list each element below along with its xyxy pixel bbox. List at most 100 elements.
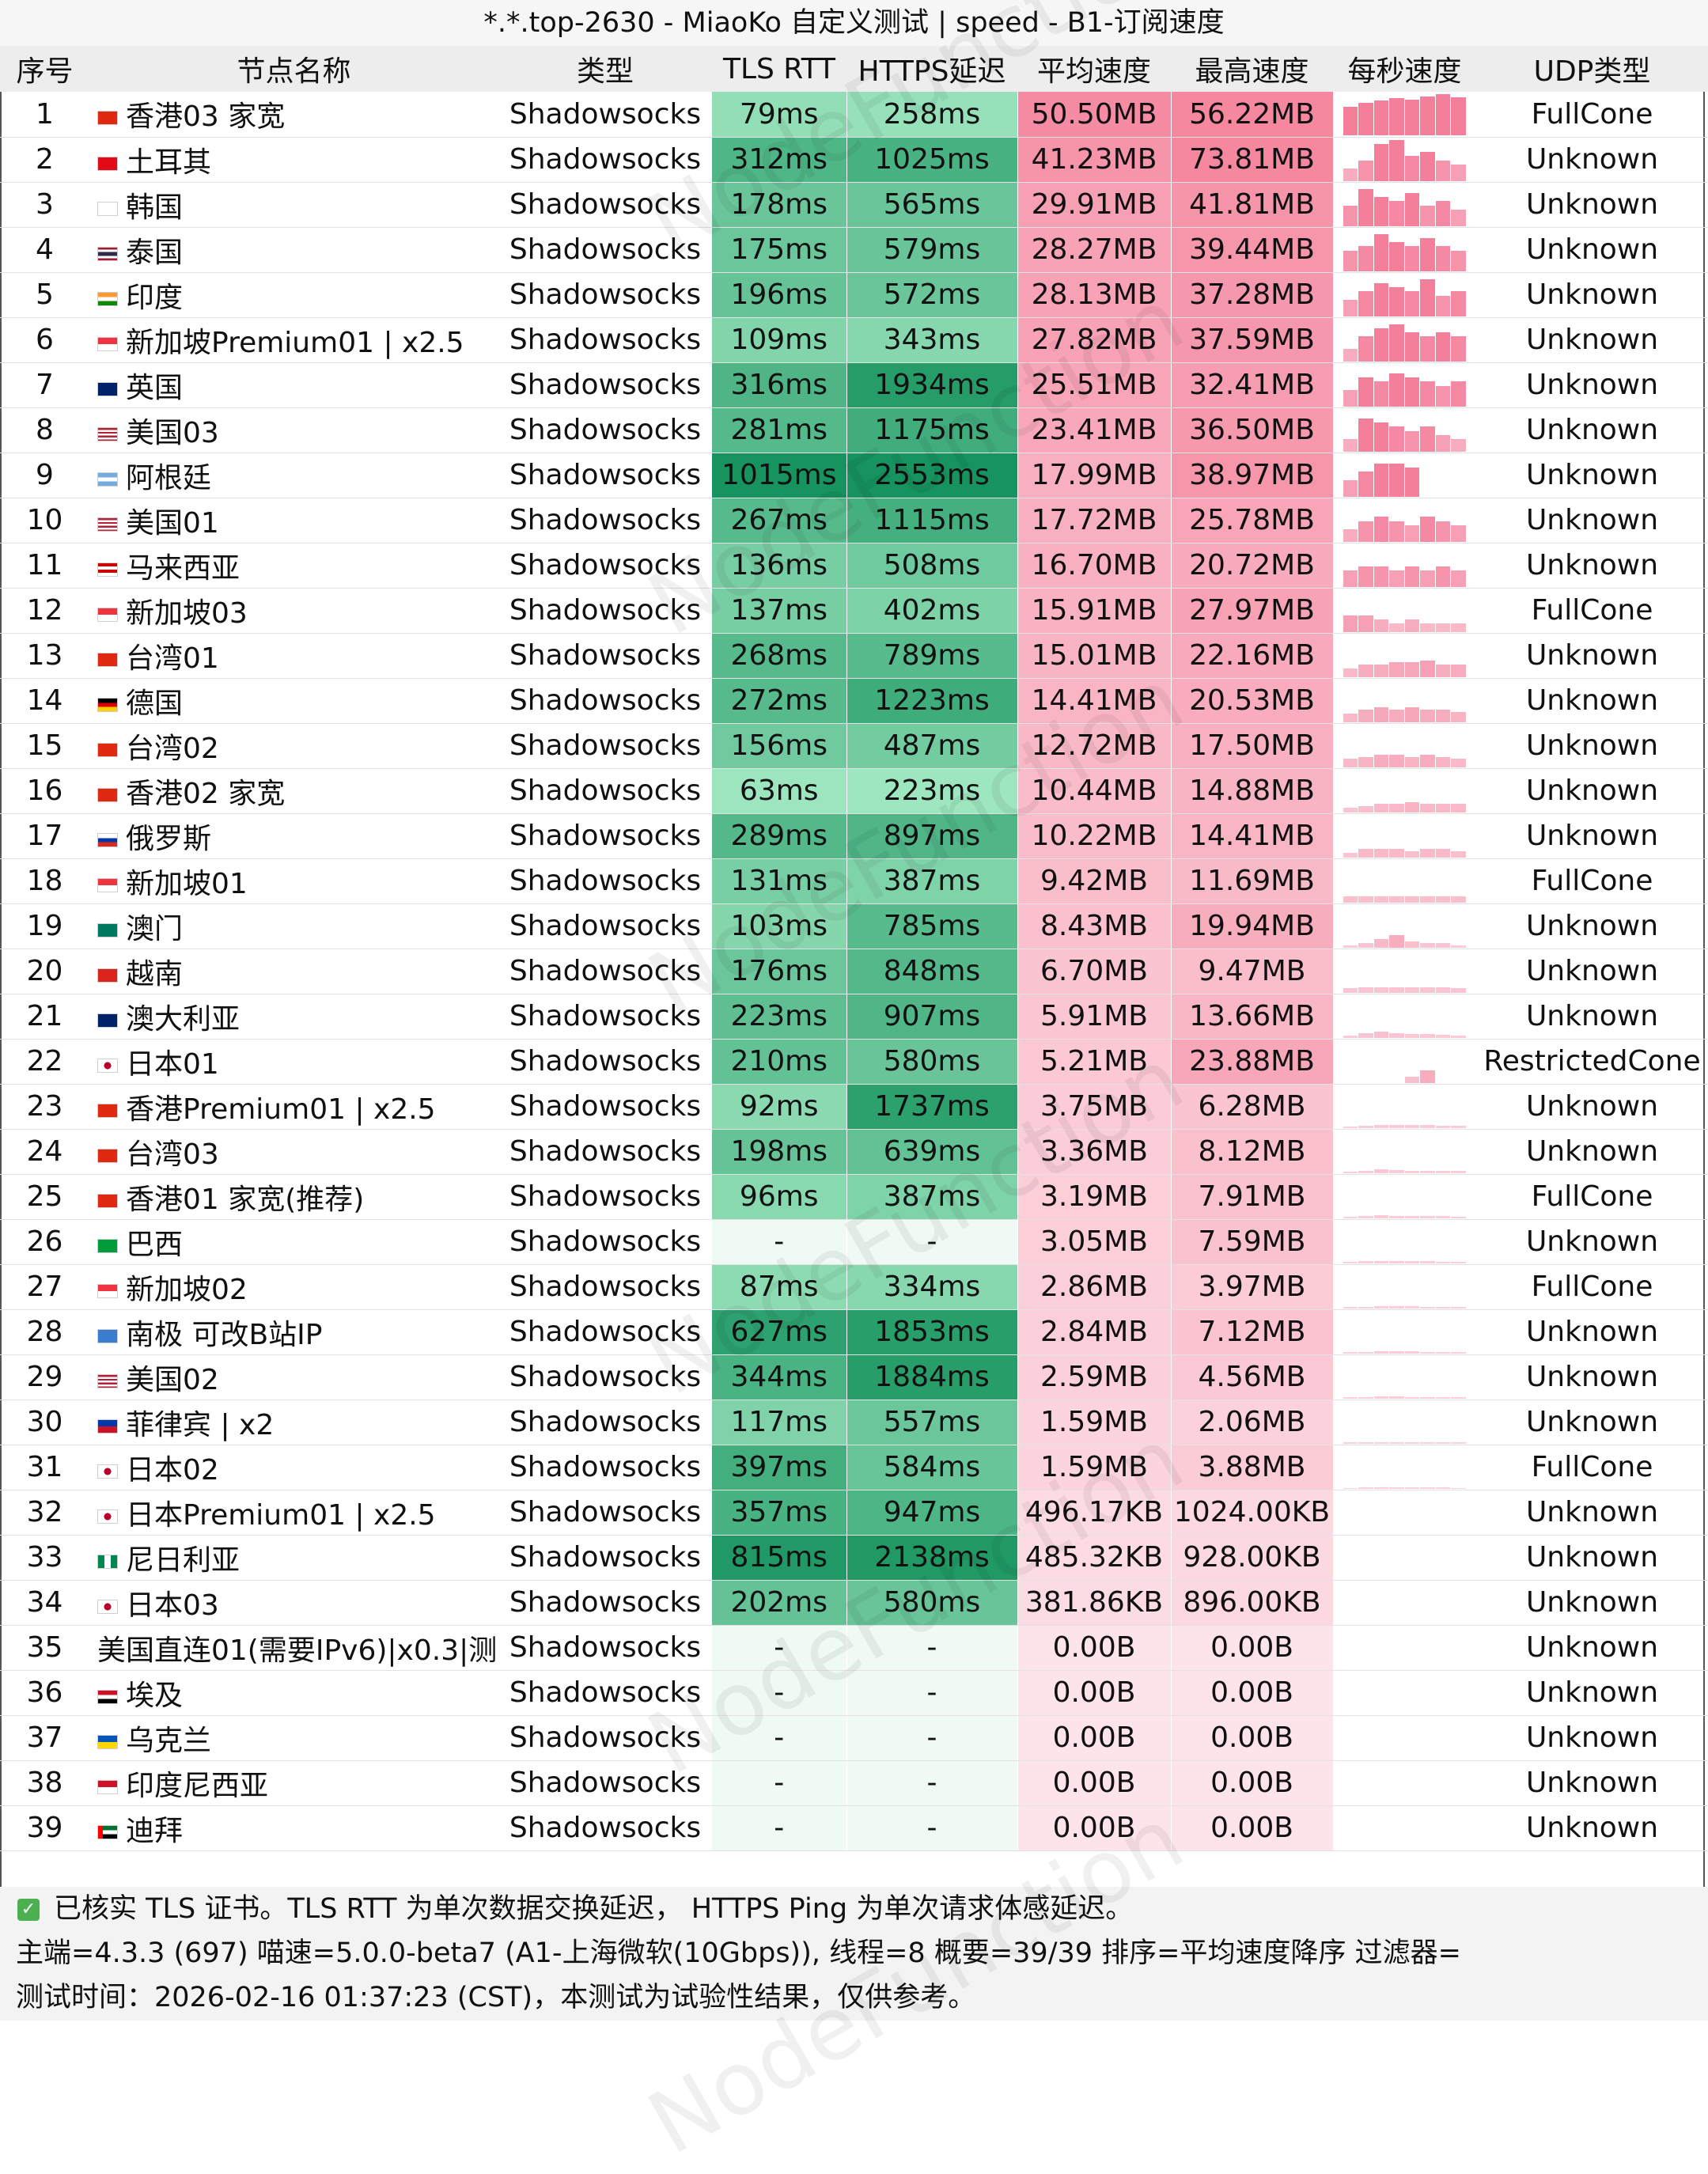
table-row[interactable]: 27 新加坡02 Shadowsocks 87ms 334ms 2.86MB 3.97MB F… (0, 1264, 1708, 1310)
table-row[interactable]: 32 日本Premium01 | x2.5 Shadowsocks 357ms 947m… (0, 1490, 1708, 1536)
node-name-label: 泰国 (126, 236, 184, 269)
col-header-udp[interactable]: UDP类型 (1476, 46, 1708, 92)
cell-avg-speed: 3.19MB (1017, 1174, 1172, 1220)
table-row[interactable]: 37 乌克兰 Shadowsocks - -0.00B 0.00B Unknown (0, 1715, 1708, 1761)
cell-type: Shadowsocks (498, 1174, 712, 1220)
spark-bar (1451, 1442, 1466, 1444)
table-row[interactable]: 5 印度 Shadowsocks 196ms 572ms 28.13MB 37.28MB Un… (0, 272, 1708, 318)
cell-max-speed: 4.56MB (1171, 1354, 1334, 1400)
table-row[interactable]: 1 香港03 家宽 Shadowsocks 79ms 258ms 50.50MB 56.22… (0, 92, 1708, 138)
table-row[interactable]: 10 美国01 Shadowsocks 267ms 1115ms 17.72MB 25.78… (0, 498, 1708, 544)
table-row[interactable]: 13 台湾01 Shadowsocks 268ms 789ms 15.01MB 22.16M… (0, 633, 1708, 679)
spark-bar (1404, 1076, 1420, 1083)
table-row[interactable]: 12 新加坡03 Shadowsocks 137ms 402ms 15.91MB 27.97… (0, 588, 1708, 634)
cell-udp-type: Unknown (1476, 1219, 1708, 1265)
table-row[interactable]: 29 美国02 Shadowsocks 344ms 1884ms 2.59MB 4.56MB… (0, 1354, 1708, 1400)
cell-udp-type: FullCone (1476, 1174, 1708, 1220)
spark-bar (1420, 987, 1435, 993)
flag-hk-icon (97, 787, 118, 802)
table-row[interactable]: 9 阿根廷 Shadowsocks 1015ms 2553ms 17.99MB 38.97M… (0, 453, 1708, 498)
cell-https-latency: 1884ms (846, 1354, 1018, 1400)
table-row[interactable]: 21 澳大利亚 Shadowsocks 223ms 907ms 5.91MB 13.66MB… (0, 994, 1708, 1040)
table-row[interactable]: 7 英国 Shadowsocks 316ms 1934ms 25.51MB 32.41MB U… (0, 362, 1708, 408)
table-row[interactable]: 8 美国03 Shadowsocks 281ms 1175ms 23.41MB 36.50M… (0, 407, 1708, 453)
flag-ru-icon (97, 832, 118, 847)
table-row[interactable]: 39 迪拜 Shadowsocks - -0.00B 0.00B Unknown (0, 1805, 1708, 1851)
spark-bar (1358, 987, 1373, 993)
node-name-label: 尼日利亚 (126, 1543, 240, 1577)
cell-https-latency: 334ms (846, 1264, 1018, 1310)
cell-index: 22 (0, 1039, 89, 1085)
spark-bar (1420, 1396, 1435, 1399)
cell-node-name: 台湾02 (89, 723, 498, 769)
table-row[interactable]: 2 土耳其 Shadowsocks 312ms 1025ms 41.23MB 73.81MB… (0, 137, 1708, 183)
table-row[interactable]: 16 香港02 家宽 Shadowsocks 63ms 223ms 10.44MB 14.8… (0, 768, 1708, 814)
table-row[interactable]: 25 香港01 家宽(推荐) Shadowsocks 96ms 387ms 3.19MB 7… (0, 1174, 1708, 1220)
spark-bar (1358, 1216, 1373, 1218)
col-header-tls-rtt[interactable]: TLS RTT (712, 46, 846, 92)
table-row[interactable]: 31 日本02 Shadowsocks 397ms 584ms 1.59MB 3.88MB F… (0, 1445, 1708, 1490)
table-row[interactable]: 3 韩国 Shadowsocks 178ms 565ms 29.91MB 41.81MB Un… (0, 182, 1708, 228)
table-row[interactable]: 22 日本01 Shadowsocks 210ms 580ms 5.21MB 23.88MB… (0, 1039, 1708, 1085)
table-row[interactable]: 19 澳门 Shadowsocks 103ms 785ms 8.43MB 19.94MB Un… (0, 903, 1708, 949)
table-row[interactable]: 11 马来西亚 Shadowsocks 136ms 508ms 16.70MB 20.72M… (0, 543, 1708, 589)
cell-avg-speed: 10.22MB (1017, 813, 1172, 859)
cell-index: 25 (0, 1174, 89, 1220)
spark-bar (1343, 1262, 1358, 1263)
table-row[interactable]: 14 德国 Shadowsocks 272ms 1223ms 14.41MB 20.53MB… (0, 678, 1708, 724)
table-row[interactable]: 4 泰国 Shadowsocks 175ms 579ms 28.27MB 39.44MB Un… (0, 227, 1708, 273)
cell-per-second-speed (1333, 498, 1476, 544)
cell-udp-type: Unknown (1476, 317, 1708, 363)
node-name-label: 日本02 (126, 1453, 219, 1487)
cell-https-latency: 947ms (846, 1490, 1018, 1536)
flag-hk-icon (97, 111, 118, 126)
table-row[interactable]: 38 印度尼西亚 Shadowsocks - -0.00B 0.00B Unknown (0, 1760, 1708, 1806)
table-row[interactable]: 33 尼日利亚 Shadowsocks 815ms 2138ms 485.32KB 928.… (0, 1535, 1708, 1581)
cell-node-name: 香港Premium01 | x2.5 (89, 1084, 498, 1130)
cell-tls-rtt: 210ms (712, 1039, 847, 1085)
table-row[interactable]: 35 美国直连01(需要IPv6)|x0.3|测试 Shadowsocks - -0.0… (0, 1625, 1708, 1671)
table-row[interactable]: 23 香港Premium01 | x2.5 Shadowsocks 92ms 1737m… (0, 1084, 1708, 1130)
table-row[interactable]: 20 越南 Shadowsocks 176ms 848ms 6.70MB 9.47MB Unk… (0, 949, 1708, 994)
spark-bar (1435, 943, 1451, 948)
table-row[interactable]: 15 台湾02 Shadowsocks 156ms 487ms 12.72MB 17.50M… (0, 723, 1708, 769)
table-row[interactable]: 28 南极 可改B站IP Shadowsocks 627ms 1853ms 2.84MB 7… (0, 1309, 1708, 1355)
spark-bar (1420, 896, 1435, 903)
col-header-no[interactable]: 序号 (0, 46, 89, 92)
col-header-name[interactable]: 节点名称 (89, 46, 498, 92)
col-header-https[interactable]: HTTPS延迟 (846, 46, 1017, 92)
cell-node-name: 阿根廷 (89, 453, 498, 498)
table-row[interactable]: 26 巴西 Shadowsocks - -3.05MB 7.59MB Unknown (0, 1219, 1708, 1265)
flag-cn-icon (97, 1148, 118, 1163)
col-header-per-second[interactable]: 每秒速度 (1333, 46, 1476, 92)
node-name-label: 台湾03 (126, 1138, 219, 1171)
flag-sg-icon (97, 1283, 118, 1298)
flag-jp-icon (97, 1058, 118, 1073)
spark-bar (1404, 430, 1420, 452)
col-header-max-speed[interactable]: 最高速度 (1171, 46, 1333, 92)
spark-bar (1373, 1260, 1389, 1263)
cell-index: 35 (0, 1625, 89, 1671)
table-row[interactable]: 6 新加坡Premium01 | x2.5 Shadowsocks 109ms 343m… (0, 317, 1708, 363)
spark-bar (1358, 472, 1373, 497)
cell-type: Shadowsocks (498, 453, 712, 498)
table-row[interactable]: 36 埃及 Shadowsocks - -0.00B 0.00B Unknown (0, 1670, 1708, 1716)
table-row[interactable]: 34 日本03 Shadowsocks 202ms 580ms 381.86KB 896.0… (0, 1580, 1708, 1626)
sparkline (1343, 185, 1468, 226)
spark-bar (1451, 1035, 1466, 1038)
spark-bar (1451, 623, 1466, 632)
cell-node-name: 南极 可改B站IP (89, 1309, 498, 1355)
cell-https-latency: 402ms (846, 588, 1018, 634)
cell-per-second-speed (1333, 1174, 1476, 1220)
cell-per-second-speed (1333, 1715, 1476, 1761)
cell-tls-rtt: 223ms (712, 994, 847, 1040)
spark-bar (1404, 1487, 1420, 1489)
spark-bar (1389, 139, 1404, 181)
col-header-avg-speed[interactable]: 平均速度 (1017, 46, 1171, 92)
table-row[interactable]: 30 菲律宾 | x2 Shadowsocks 117ms 557ms 1.59MB 2.0… (0, 1399, 1708, 1445)
col-header-type[interactable]: 类型 (498, 46, 712, 92)
table-row[interactable]: 24 台湾03 Shadowsocks 198ms 639ms 3.36MB 8.12MB U… (0, 1129, 1708, 1175)
spark-bar (1389, 754, 1404, 767)
table-row[interactable]: 18 新加坡01 Shadowsocks 131ms 387ms 9.42MB 11.69M… (0, 858, 1708, 904)
table-row[interactable]: 17 俄罗斯 Shadowsocks 289ms 897ms 10.22MB 14.41MB… (0, 813, 1708, 859)
